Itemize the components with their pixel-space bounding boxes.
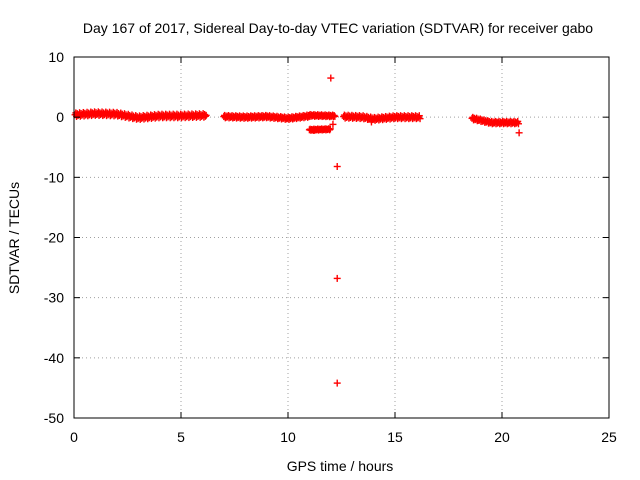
- x-tick-label: 20: [494, 429, 510, 445]
- x-tick-label: 25: [601, 429, 617, 445]
- data-point: [329, 120, 337, 128]
- y-tick-label: 10: [48, 49, 64, 65]
- data-point: [333, 163, 341, 171]
- x-tick-label: 0: [70, 429, 78, 445]
- data-point: [333, 379, 341, 387]
- y-tick-label: -30: [44, 290, 64, 306]
- x-tick-label: 10: [280, 429, 296, 445]
- y-tick-label: -50: [44, 410, 64, 426]
- data-point: [515, 129, 523, 137]
- data-point: [514, 120, 522, 128]
- data-point: [416, 115, 424, 123]
- axis-ticks: 0 5 10 15 20 25 -50 -40 -30 -20 -10 0 10: [44, 49, 617, 445]
- x-tick-label: 5: [177, 429, 185, 445]
- data-point: [513, 119, 521, 127]
- data-point: [310, 126, 318, 134]
- y-tick-label: 0: [56, 109, 64, 125]
- data-point: [326, 126, 334, 134]
- y-tick-label: -20: [44, 230, 64, 246]
- data-point: [415, 113, 423, 121]
- data-point: [367, 118, 375, 126]
- chart-title: Day 167 of 2017, Sidereal Day-to-day VTE…: [83, 20, 593, 36]
- data-point: [202, 111, 210, 119]
- data-point: [327, 74, 335, 82]
- y-tick-label: -40: [44, 350, 64, 366]
- data-points: [71, 74, 523, 387]
- data-point: [326, 125, 334, 133]
- data-point: [331, 112, 339, 120]
- data-point: [330, 111, 338, 119]
- x-axis-label: GPS time / hours: [287, 458, 394, 474]
- y-tick-label: -10: [44, 169, 64, 185]
- data-point: [333, 274, 341, 282]
- data-point: [201, 112, 209, 120]
- y-axis-label: SDTVAR / TECUs: [6, 182, 22, 294]
- x-tick-label: 15: [387, 429, 403, 445]
